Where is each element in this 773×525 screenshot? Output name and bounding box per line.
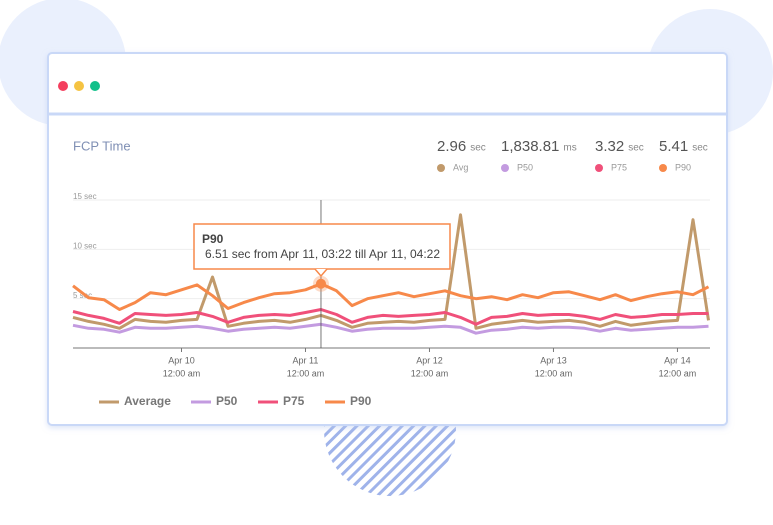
x-tick-time: 12:00 am <box>163 368 201 378</box>
y-tick-label: 10 sec <box>73 241 97 250</box>
hover-point <box>315 278 326 289</box>
stat-unit: ms <box>563 143 576 154</box>
y-tick-label: 15 sec <box>73 192 97 201</box>
stat-unit: sec <box>628 143 644 154</box>
x-tick-label: Apr 12 <box>416 355 443 365</box>
stat-dot <box>595 164 603 172</box>
window-dot <box>74 81 84 91</box>
chart-title: FCP Time <box>73 138 131 153</box>
x-tick-time: 12:00 am <box>287 368 325 378</box>
legend-label: P50 <box>216 394 238 408</box>
tooltip-text: 6.51 sec from Apr 11, 03:22 till Apr 11,… <box>205 247 440 261</box>
stat-value: 3.32 <box>595 138 624 155</box>
stat-dot <box>437 164 445 172</box>
stat-unit: sec <box>470 143 486 154</box>
series-line <box>72 308 709 326</box>
stat-label: P75 <box>611 162 627 172</box>
x-tick-time: 12:00 am <box>659 368 697 378</box>
x-tick-label: Apr 10 <box>168 355 195 365</box>
x-tick-label: Apr 11 <box>293 355 319 365</box>
tooltip-arrow <box>314 268 328 278</box>
series-line <box>72 213 710 330</box>
x-tick-time: 12:00 am <box>535 368 573 378</box>
stat-value: 1,838.81 <box>501 138 559 155</box>
legend-label: P75 <box>283 394 305 408</box>
x-tick-time: 12:00 am <box>411 368 449 378</box>
y-tick-label: 5 sec <box>73 291 92 300</box>
series-line <box>72 322 709 335</box>
window-dot <box>90 81 100 91</box>
stat-label: Avg <box>453 162 468 172</box>
window-dot <box>58 81 68 91</box>
legend-label: P90 <box>350 394 372 408</box>
legend-label: Average <box>124 394 171 408</box>
stat-label: P50 <box>517 162 533 172</box>
x-tick-label: Apr 14 <box>664 355 691 365</box>
tooltip-title: P90 <box>202 232 224 246</box>
stat-value: 2.96 <box>437 138 466 155</box>
stat-dot <box>659 164 667 172</box>
stat-value: 5.41 <box>659 138 688 155</box>
stat-unit: sec <box>692 143 708 154</box>
stat-label: P90 <box>675 162 691 172</box>
tooltip-box <box>193 223 451 270</box>
series-line <box>72 282 710 311</box>
x-tick-label: Apr 13 <box>540 355 567 365</box>
stat-dot <box>501 164 509 172</box>
